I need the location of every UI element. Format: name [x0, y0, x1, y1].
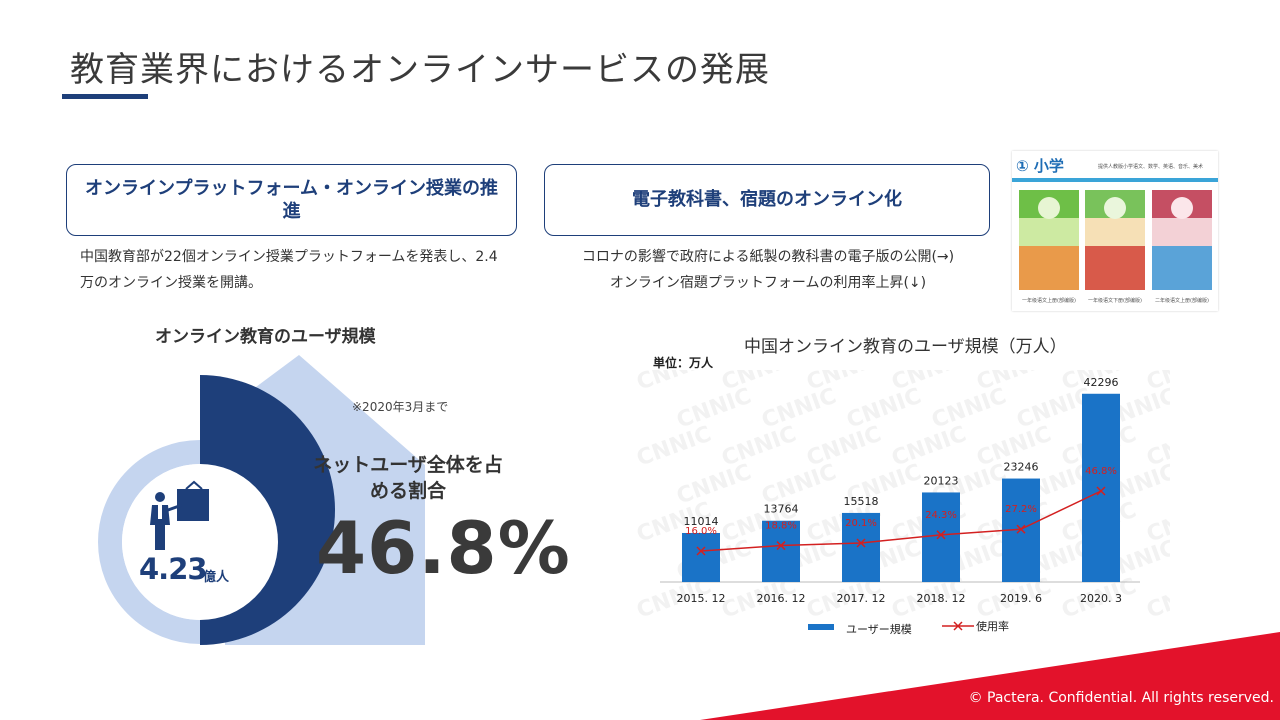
- legend-bar-swatch: [808, 624, 834, 630]
- bar: [762, 520, 800, 582]
- usage-rate-point: [856, 538, 866, 548]
- watermark-text: CNNIC: [674, 384, 755, 434]
- bar-value-label: 23246: [1004, 461, 1039, 474]
- usage-rate-label: 18.8%: [765, 521, 797, 532]
- chart-title: 中国オンライン教育のユーザ規模（万人）: [744, 337, 1067, 357]
- users-value: 4.23: [139, 552, 208, 586]
- user-scale-heading: オンライン教育のユーザ規模: [155, 327, 376, 347]
- bar-value-label: 11014: [684, 515, 719, 528]
- usage-rate-label: 27.2%: [1005, 504, 1037, 515]
- watermark-text: CNNIC: [844, 384, 925, 434]
- usage-rate-line: [700, 490, 1102, 552]
- online-platform-description: 中国教育部が22個オンライン授業プラットフォームを発表し、2.4万のオンライン授…: [80, 249, 498, 291]
- footer-band: [700, 632, 1280, 720]
- bar-value-label: 42296: [1084, 376, 1119, 389]
- watermark-text: CNNIC: [929, 384, 1010, 434]
- ratio-label: ネットユーザ全体を占める割合: [313, 454, 503, 502]
- textbook-cover: 一年级语文下册(部编版): [1085, 190, 1145, 304]
- usage-rate-point: [1096, 486, 1106, 496]
- page-title: 教育業界におけるオンラインサービスの発展: [70, 50, 770, 90]
- bar: [1082, 393, 1120, 582]
- e-textbook-description-line: コロナの影響で政府による紙製の教科書の電子版の公開(→): [581, 249, 955, 265]
- online-platform-heading: オンラインプラットフォーム・オンライン授業の推進: [85, 177, 498, 222]
- e-textbook-description: コロナの影響で政府による紙製の教科書の電子版の公開(→) オンライン宿題プラット…: [548, 245, 988, 297]
- usage-rate-label: 16.0%: [685, 526, 717, 537]
- chart-labels: 11014 2015. 12 13764 2016. 12 15518 2017. 12 2…: [677, 376, 1122, 605]
- e-textbook-heading: 電子教科書、宿題のオンライン化: [632, 189, 902, 211]
- legend-line-label: 使用率: [976, 619, 1009, 633]
- svg-text:一年级语文上册(部编版): 一年级语文上册(部编版): [1022, 297, 1076, 304]
- bar-value-label: 20123: [924, 474, 959, 487]
- chart-unit-label: 単位：万人: [653, 356, 714, 370]
- legend-bar-label: ユーザー規模: [846, 622, 912, 636]
- user-scale-graphic: [98, 355, 425, 645]
- e-textbook-description-line: オンライン宿題プラットフォームの利用率上昇(↓): [609, 274, 927, 291]
- watermark-text: CNNIC: [759, 384, 840, 434]
- watermark-text: CNNIC: [804, 422, 885, 472]
- title-underline: [62, 94, 148, 99]
- watermark-text: CNNIC: [889, 422, 970, 472]
- svg-text:二年级语文上册(部编版): 二年级语文上册(部编版): [1155, 297, 1209, 304]
- watermark-text: CNNIC: [674, 460, 755, 510]
- category-label: 2015. 12: [677, 592, 726, 605]
- category-label: 2018. 12: [917, 592, 966, 605]
- svg-text:一年级语文下册(部编版): 一年级语文下册(部编版): [1088, 297, 1142, 304]
- bar: [842, 512, 880, 582]
- user-scale-chart: CNNIC CNNIC CNNIC CNNIC CNNIC CNNIC CNNICCNNIC…: [634, 370, 1170, 636]
- e-textbook-heading-box: 電子教科書、宿題のオンライン化: [544, 164, 990, 236]
- textbook-cover: 一年级语文上册(部编版): [1019, 190, 1079, 304]
- usage-rate-point: [936, 530, 946, 540]
- usage-rate-label: 46.8%: [1085, 466, 1117, 477]
- usage-rate-point: [776, 541, 786, 551]
- textbook-cover: 二年级语文上册(部编版): [1152, 190, 1212, 304]
- bar-value-label: 13764: [764, 503, 799, 516]
- line-series: [696, 486, 1106, 556]
- teacher-icon: [150, 480, 209, 550]
- ratio-value: 46.8%: [316, 506, 571, 590]
- bar: [922, 492, 960, 582]
- bar-value-label: 15518: [844, 495, 879, 508]
- copyright-text: © Pactera. Confidential. All rights rese…: [968, 690, 1274, 706]
- watermark-text: CNNIC: [634, 370, 715, 396]
- textbook-subtitle: 提供人教版小学语文、数学、英语、音乐、美术: [1098, 163, 1203, 170]
- watermark-text: CNNIC: [1144, 574, 1170, 624]
- watermark-text: CNNIC: [719, 422, 800, 472]
- usage-rate-point: [1016, 524, 1026, 534]
- category-label: 2017. 12: [837, 592, 886, 605]
- category-label: 2016. 12: [757, 592, 806, 605]
- category-label: 2019. 6: [1000, 592, 1042, 605]
- users-unit: 億人: [203, 570, 230, 585]
- online-platform-heading-box: オンラインプラットフォーム・オンライン授業の推進: [66, 164, 517, 236]
- usage-rate-label: 24.3%: [925, 510, 957, 521]
- usage-rate-point: [696, 546, 706, 556]
- textbook-header: ① 小学: [1016, 157, 1064, 175]
- date-note: ※2020年3月まで: [352, 400, 449, 414]
- chart-legend: ユーザー規模 使用率: [808, 619, 1009, 636]
- watermark-text: CNNIC: [634, 422, 715, 472]
- users-inner-circle: [122, 464, 278, 620]
- textbook-image: ① 小学 提供人教版小学语文、数学、英语、音乐、美术 一年级语文上册(部编版) …: [1012, 151, 1218, 311]
- usage-rate-label: 20.1%: [845, 518, 877, 529]
- bar: [682, 532, 720, 582]
- bar-series: [682, 393, 1120, 582]
- category-label: 2020. 3: [1080, 592, 1122, 605]
